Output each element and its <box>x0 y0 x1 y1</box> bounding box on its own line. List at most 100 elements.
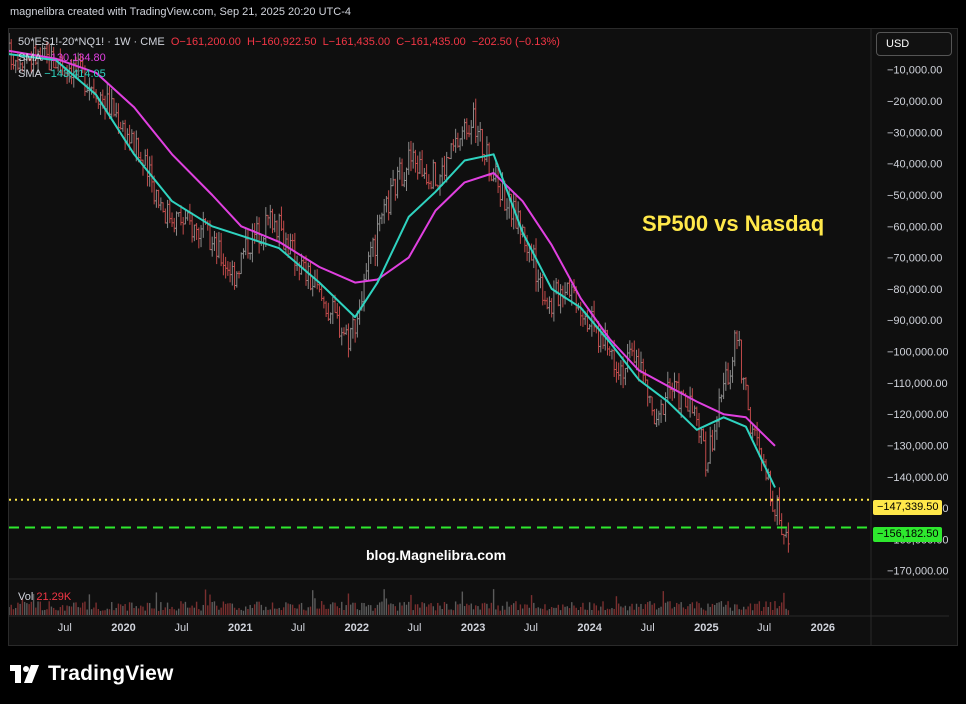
volume-bar <box>204 589 207 615</box>
price-bar <box>476 125 480 147</box>
volume-bar <box>148 603 151 615</box>
price-bar <box>273 213 277 233</box>
volume-bar <box>224 603 227 615</box>
price-chart[interactable]: −10,000.00 −20,000.00 −30,000.00 −40,000.00… <box>9 29 957 645</box>
volume-bar <box>280 610 283 615</box>
volume-bar <box>604 610 606 615</box>
volume-bar <box>23 601 26 615</box>
price-bar <box>780 513 784 536</box>
price-bar <box>221 253 225 276</box>
volume-bar <box>678 604 680 615</box>
volume-bar <box>671 608 673 615</box>
volume-bar <box>90 609 93 615</box>
volume-bar <box>582 602 584 615</box>
volume-bar <box>477 606 479 615</box>
volume-bar <box>298 604 301 615</box>
price-bar <box>338 306 342 338</box>
volume-bar <box>783 592 785 615</box>
price-bar <box>637 348 641 382</box>
price-bar <box>693 405 697 416</box>
volume-bar <box>602 601 604 615</box>
volume-bar <box>638 606 640 615</box>
volume-bar <box>562 604 564 615</box>
volume-bar <box>151 608 153 615</box>
price-bar <box>375 214 379 267</box>
volume-bar <box>713 604 716 615</box>
volume-bar <box>97 608 100 615</box>
sma-fast-legend[interactable]: SMA −143,414.05 <box>18 68 106 80</box>
volume-bar <box>271 602 274 615</box>
y-tick-label: −140,000.00 <box>887 472 948 484</box>
volume-bar <box>305 610 307 615</box>
volume-bar <box>28 604 30 615</box>
volume-legend[interactable]: Vol 21.29K <box>18 591 71 603</box>
volume-bar <box>693 608 696 615</box>
price-bar <box>190 212 194 243</box>
volume-bar <box>95 602 97 615</box>
chart-frame[interactable]: −10,000.00 −20,000.00 −30,000.00 −40,000.00… <box>8 28 958 646</box>
volume-label: Vol <box>18 591 34 603</box>
volume-bar <box>44 609 46 615</box>
price-bar <box>728 369 732 390</box>
volume-bar <box>504 609 506 615</box>
y-tick-label: −70,000.00 <box>887 253 942 265</box>
volume-bar <box>423 603 426 615</box>
volume-bar <box>48 601 50 615</box>
volume-bar <box>696 601 698 615</box>
volume-bar <box>276 608 278 615</box>
volume-bar <box>546 610 548 615</box>
x-tick-label: Jul <box>407 622 421 634</box>
volume-bar <box>660 606 662 615</box>
price-bar <box>322 296 326 309</box>
high-value: H−160,922.50 <box>247 36 317 48</box>
volume-bar <box>593 603 595 615</box>
volume-bar <box>448 609 450 615</box>
volume-bar <box>12 609 15 615</box>
volume-bar <box>519 604 522 615</box>
volume-bar <box>640 603 642 615</box>
volume-bar <box>314 598 316 615</box>
price-bar <box>239 252 243 275</box>
volume-bar <box>463 606 466 615</box>
volume-bar <box>495 609 497 615</box>
volume-bar <box>160 602 162 615</box>
chart-title-annotation: SP500 vs Nasdaq <box>642 211 825 236</box>
symbol-label[interactable]: 50*ES1!-20*NQ1! · 1W · CME <box>18 36 165 48</box>
volume-bar <box>209 594 211 615</box>
volume-bar <box>238 608 240 615</box>
volume-bar <box>358 610 361 615</box>
volume-bar <box>312 590 314 615</box>
volume-bar <box>175 610 178 615</box>
volume-bar <box>262 610 265 615</box>
volume-bar <box>466 603 468 615</box>
y-tick-label: −90,000.00 <box>887 315 942 327</box>
price-bar <box>183 210 187 225</box>
volume-bar <box>738 609 740 615</box>
watermark-text: blog.Magnelibra.com <box>366 547 507 563</box>
volume-bar <box>320 601 323 615</box>
volume-bar <box>157 610 160 615</box>
volume-bar <box>743 606 745 615</box>
price-bar <box>536 269 540 292</box>
currency-button[interactable]: USD <box>876 32 952 56</box>
volume-bar <box>77 607 79 615</box>
tradingview-logo[interactable]: TradingView <box>10 662 174 686</box>
volume-bar <box>173 609 175 615</box>
price-bar <box>456 132 460 148</box>
sma-slow-legend[interactable]: SMA −130,134.80 <box>18 52 106 64</box>
price-bar <box>458 138 462 151</box>
volume-bar <box>258 601 260 615</box>
price-bar <box>717 388 721 428</box>
price-bar <box>268 204 272 229</box>
price-bar <box>237 270 241 279</box>
price-bar <box>210 236 214 257</box>
volume-bar <box>479 609 481 615</box>
volume-bar <box>780 602 783 615</box>
price-bar <box>646 379 650 407</box>
volume-bar <box>437 602 439 615</box>
volume-bar <box>772 609 774 615</box>
volume-bar <box>658 607 660 615</box>
price-bar <box>454 128 458 153</box>
volume-bar <box>577 610 580 615</box>
volume-bar <box>644 604 647 615</box>
